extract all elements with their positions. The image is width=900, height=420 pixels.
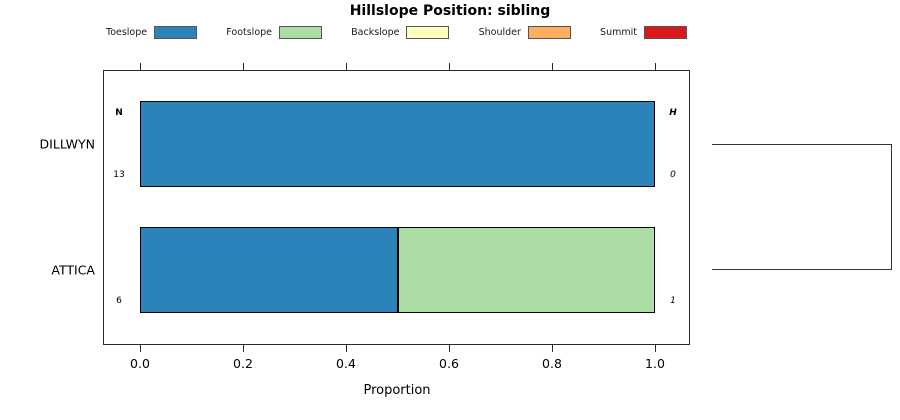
x-axis-label: Proportion [363,383,431,398]
x-tick-top [655,63,656,70]
legend-label-backslope: Backslope [351,27,400,38]
bar-segment-attica-footslope [397,227,655,313]
n-value-dillwyn: 13 [113,170,125,180]
x-tick-label: 0.2 [233,356,253,371]
h-column-header: H [669,108,677,118]
x-tick-label: 0.0 [130,356,150,371]
x-tick-bottom [243,345,244,352]
legend-item-summit: Summit [600,26,687,39]
legend-item-backslope: Backslope [351,26,450,39]
legend-swatch-shoulder [527,26,571,39]
x-tick-label: 1.0 [645,356,665,371]
legend-label-footslope: Footslope [226,27,273,38]
x-tick-top [346,63,347,70]
x-tick-bottom [552,345,553,352]
bar-segment-dillwyn-toeslope [140,101,655,187]
n-column-header: N [115,108,123,118]
legend-swatch-toeslope [154,26,198,39]
x-tick-top [552,63,553,70]
dendrogram [712,144,892,270]
category-label-dillwyn: DILLWYN [39,136,95,152]
legend-item-toeslope: Toeslope [106,26,198,39]
legend-swatch-summit [643,26,687,39]
n-value-attica: 6 [116,296,122,306]
legend-item-footslope: Footslope [226,26,323,39]
x-tick-bottom [655,345,656,352]
x-tick-label: 0.4 [336,356,356,371]
legend-swatch-backslope [406,26,450,39]
x-tick-top [449,63,450,70]
x-tick-label: 0.8 [542,356,562,371]
category-label-attica: ATTICA [51,262,95,278]
legend-swatch-footslope [279,26,323,39]
legend: Toeslope Footslope Backslope Shoulder Summit [106,25,687,40]
h-value-attica: 1 [670,296,676,306]
chart-title: Hillslope Position: sibling [349,3,551,19]
legend-item-shoulder: Shoulder [479,26,571,39]
x-tick-top [243,63,244,70]
x-tick-bottom [449,345,450,352]
legend-label-toeslope: Toeslope [106,27,148,38]
legend-label-summit: Summit [600,27,637,38]
x-tick-label: 0.6 [439,356,459,371]
h-value-dillwyn: 0 [670,170,676,180]
x-tick-bottom [140,345,141,352]
x-tick-top [140,63,141,70]
x-tick-bottom [346,345,347,352]
bar-segment-attica-toeslope [140,227,398,313]
legend-label-shoulder: Shoulder [478,27,521,38]
